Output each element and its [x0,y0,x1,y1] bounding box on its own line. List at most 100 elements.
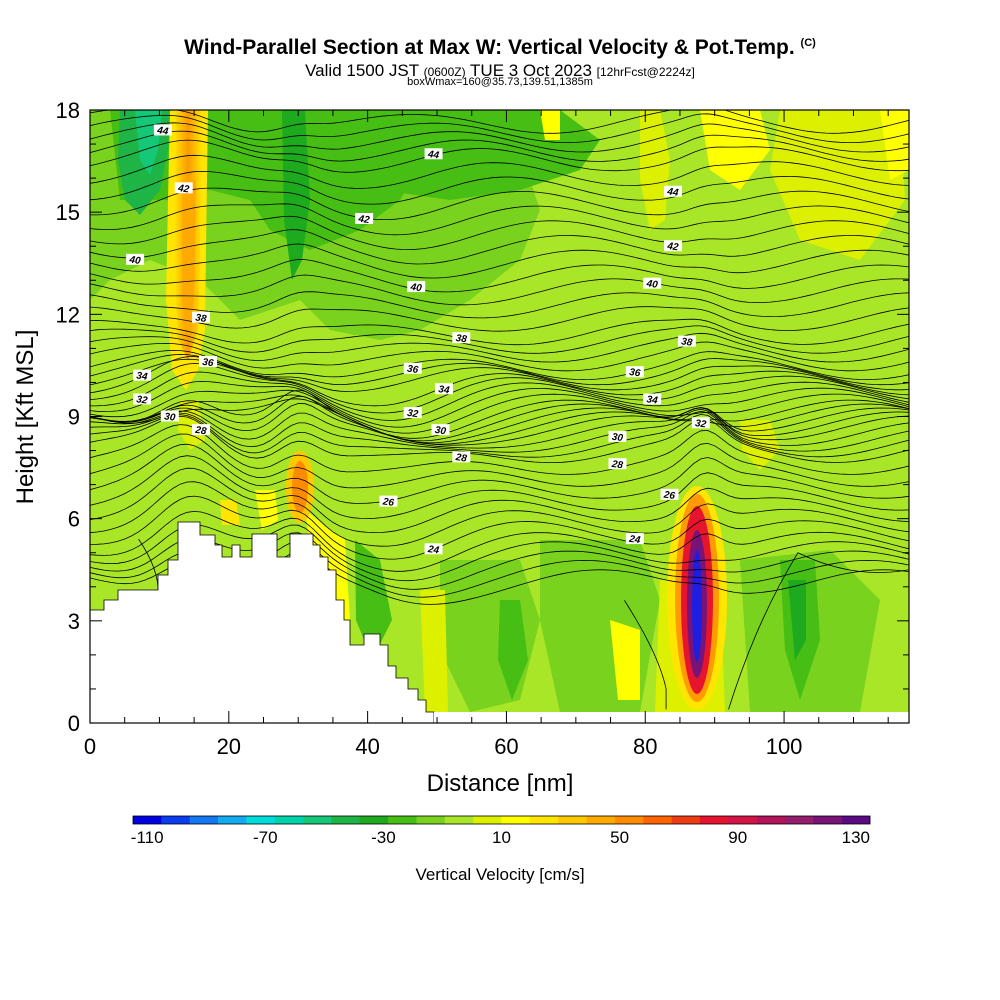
x-tick-label: 40 [355,734,379,759]
colorbar-swatch [699,816,729,824]
isentrope-label: 30 [434,425,447,438]
isentrope-label-box [691,417,710,429]
colorbar-swatch [586,816,616,824]
colorbar-swatch [558,816,587,824]
x-axis: 0 20 40 60 80 100 [84,110,889,759]
isentrope-label: 30 [163,411,176,424]
y-tick-label: 9 [68,405,80,430]
updraft-streak [420,590,448,712]
isentrope-line [90,358,909,392]
y-axis-title: Height [Kft MSL] [12,330,39,505]
isentrope-label-box [608,458,627,470]
isentrope-label: 28 [610,459,624,472]
downdraft-core [788,580,806,660]
isentrope-line [90,356,909,407]
isentrope-label: 32 [694,418,707,431]
x-tick-label: 80 [633,734,657,759]
isentrope-label: 26 [381,496,395,509]
isentrope-line [90,203,909,236]
colorbar-swatch [473,816,502,824]
isentrope-label-box [431,424,450,436]
updraft-core [667,486,727,710]
isentrope-line [90,413,909,458]
y-tick-label: 3 [68,609,80,634]
isentrope-line [90,122,909,153]
y-tick-label: 6 [68,507,80,532]
isentrope-line [90,380,909,428]
subsidence-region [540,540,660,712]
isentrope-label-box [664,185,683,197]
y-tick-label: 0 [68,711,80,736]
colorbar-swatch [303,816,332,824]
isentrope-line [90,371,909,421]
updraft-streak [740,420,780,470]
colorbar-tick-label: 50 [610,828,629,847]
colorbar-swatch [784,816,814,824]
isentrope-label: 34 [646,394,659,407]
chart-subtitle: Valid 1500 JST (0600Z) TUE 3 Oct 2023 [1… [0,61,1000,81]
isentrope-line [90,532,909,590]
isentrope-label-box [153,124,172,136]
colorbar-swatch [614,816,644,824]
isentrope-line [90,353,909,386]
colorbar-swatch [728,816,757,824]
subtitle-utc: (0600Z) [423,65,466,79]
isentrope-label: 44 [426,149,440,162]
isentrope-label-box [424,148,443,160]
isentrope-label: 38 [680,336,693,349]
isentrope-line [90,467,909,534]
isentrope-line [90,443,909,504]
isentrope-line [90,110,909,134]
isentrope-line [90,259,909,293]
chart-title: Wind-Parallel Section at Max W: Vertical… [0,36,1000,60]
isentrope-line [90,510,909,572]
isentrope-line [90,291,909,319]
updraft-streak [178,400,205,450]
isentrope-label-box [403,407,422,419]
colorbar-swatch [274,816,304,824]
isentrope-label: 42 [666,241,680,254]
isentrope-label: 28 [454,452,468,465]
isentrope-label: 30 [611,432,624,445]
isentrope-label-box [133,393,152,405]
isentrope-line [90,306,909,332]
isentrope-line [90,274,909,306]
isentrope-label-box [452,332,471,344]
isentrope-line [90,215,909,251]
colorbar-swatch [416,816,446,824]
isentrope-label-box [192,311,211,323]
colorbar-tick-label: 90 [728,828,747,847]
isentrope-label: 38 [195,313,208,326]
isentrope-label: 36 [202,357,215,370]
isentrope-label-box [643,277,662,289]
isentrope-label: 38 [455,333,468,346]
ground-strip [434,712,909,723]
isentrope-label-box [133,369,152,381]
isentrope-line [90,332,909,363]
colorbar-swatch [218,816,247,824]
isentrope-line [90,130,909,162]
isentrope-label: 40 [645,278,659,291]
chart-title-tag: (C) [800,37,816,49]
x-tick-label: 0 [84,734,96,759]
y-tick-label: 12 [56,302,80,327]
isentrope-line [90,408,909,449]
colorbar-swatch [841,816,871,824]
colorbar-swatch [444,816,474,824]
isentrope-line [90,341,909,372]
colorbar-swatch [671,816,701,824]
colorbar-swatch [756,816,786,824]
subsidence-patches [90,110,880,712]
isentrope-label-box [424,543,443,555]
colorbar: -110 -70 -30 10 50 90 130 [131,815,871,847]
isentrope-line [90,318,909,346]
colorbar-tick-label: -70 [253,828,278,847]
isentrope-line [90,403,909,446]
isentrope-label-box [677,335,696,347]
x-axis-title: Distance [nm] [427,770,574,797]
colorbar-frame [132,815,871,825]
downdraft-core [355,540,392,660]
isentrope-label: 24 [426,544,440,557]
isentrope-label: 40 [409,282,423,295]
downdraft-core [282,110,310,280]
